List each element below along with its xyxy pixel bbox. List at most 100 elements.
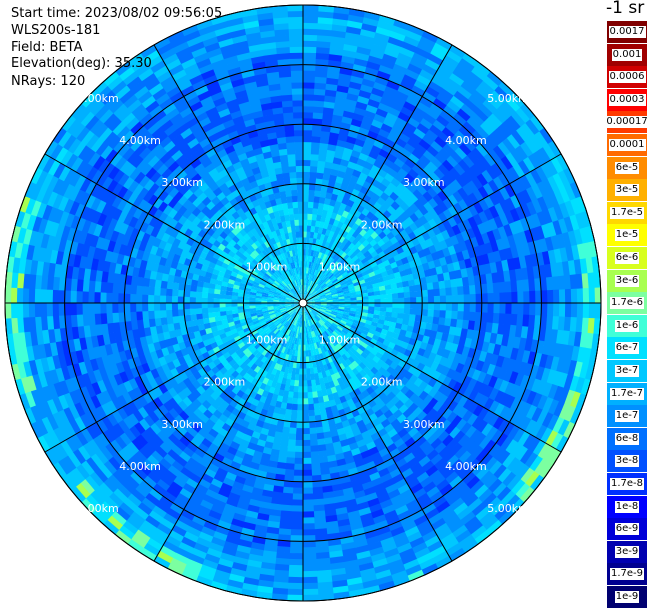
ppi-gate <box>311 457 320 464</box>
ppi-gate <box>397 287 404 293</box>
ppi-gate <box>94 292 101 303</box>
ppi-gate <box>307 374 312 381</box>
ppi-gate <box>505 303 512 314</box>
ppi-gate <box>427 310 434 317</box>
ppi-gate <box>196 313 203 319</box>
ppi-gate <box>286 457 295 464</box>
ppi-gate <box>523 303 530 315</box>
ppi-gate <box>312 130 322 137</box>
ppi-gate <box>410 309 417 316</box>
ppi-gate <box>190 291 197 298</box>
ppi-gate <box>311 469 321 476</box>
ppi-gate <box>311 148 320 155</box>
ppi-gate <box>386 294 393 299</box>
ppi-gate <box>88 291 95 303</box>
ppi-gate <box>303 446 311 453</box>
ppi-gate <box>303 88 315 95</box>
ppi-gate <box>470 303 477 312</box>
ppi-gate <box>452 295 459 303</box>
ppi-gate <box>292 493 303 500</box>
ppi-gate <box>298 398 304 405</box>
ppi-gate <box>445 311 452 319</box>
ppi-gate <box>303 494 314 501</box>
ppi-gate <box>302 589 318 596</box>
ppi-gate <box>385 289 392 294</box>
ppi-gate <box>547 303 554 317</box>
ppi-gate <box>303 11 319 18</box>
ppi-gate <box>303 207 308 214</box>
ppi-gate <box>403 286 410 292</box>
ppi-gate <box>52 289 59 303</box>
ppi-gate <box>76 291 83 303</box>
ppi-gate <box>311 154 319 161</box>
ppi-gate <box>303 76 315 83</box>
ppi-gate <box>289 547 303 554</box>
ppi-gate <box>142 294 149 303</box>
ppi-gate <box>136 294 143 303</box>
ppi-gate <box>303 517 315 524</box>
ppi-gate <box>303 428 310 435</box>
ppi-gate <box>404 292 411 298</box>
ppi-gate <box>565 289 572 304</box>
ppi-gate <box>303 28 318 35</box>
ppi-gate <box>547 290 554 304</box>
ppi-gate <box>428 303 435 310</box>
ppi-gate <box>529 291 536 304</box>
ppi-gate <box>303 571 318 578</box>
ppi-gate <box>58 290 65 303</box>
ppi-gate <box>88 303 95 315</box>
ppi-gate <box>288 433 296 440</box>
ppi-gate <box>303 482 313 489</box>
ppi-gate <box>499 303 506 314</box>
ppi-gate <box>154 310 161 318</box>
ppi-gate <box>294 470 303 477</box>
ppi-gate <box>166 310 173 318</box>
ppi-gate <box>201 303 208 309</box>
ppi-gate <box>207 303 214 308</box>
ppi-gate <box>303 160 311 167</box>
ppi-gate <box>303 488 313 495</box>
ppi-gate <box>303 386 308 393</box>
ppi-gate <box>11 302 18 318</box>
ppi-gate <box>295 446 303 453</box>
ppi-gate <box>303 523 315 530</box>
ppi-gate <box>392 303 399 308</box>
ppi-gate <box>178 309 185 316</box>
ppi-gate <box>434 303 441 311</box>
ppi-gate <box>303 559 317 566</box>
ppi-gate <box>505 292 512 303</box>
ppi-gate <box>201 298 208 304</box>
ppi-gate <box>34 303 41 318</box>
ppi-gate <box>392 308 399 314</box>
ppi-gate <box>589 303 596 319</box>
ppi-gate <box>28 303 35 318</box>
ppi-gate <box>195 297 202 303</box>
ppi-gate <box>294 458 303 465</box>
ppi-gate <box>398 298 405 304</box>
ppi-gate <box>207 298 214 303</box>
ppi-gate <box>482 303 489 313</box>
ppi-gate <box>296 434 304 441</box>
ppi-gate <box>148 311 155 320</box>
ppi-gate <box>511 303 518 315</box>
ppi-gate <box>433 289 440 297</box>
ppi-gate <box>494 293 501 304</box>
ppi-gate <box>142 286 149 295</box>
ppi-gate <box>303 565 318 572</box>
ppi-gate <box>398 303 405 309</box>
ppi-gate <box>154 295 161 303</box>
ppi-gate <box>310 166 318 173</box>
ppi-gate <box>452 303 459 311</box>
ppi-gate <box>154 303 161 311</box>
ppi-gate <box>172 303 179 310</box>
ppi-gate <box>40 289 47 303</box>
ppi-gate <box>439 310 446 318</box>
ppi-gate <box>303 553 317 560</box>
ppi-gate <box>392 298 399 303</box>
ppi-gate <box>289 553 303 560</box>
ppi-gate <box>292 404 298 411</box>
ppi-gate <box>380 294 387 299</box>
ppi-gate <box>363 303 370 307</box>
ppi-gate <box>308 404 314 411</box>
ppi-gate <box>219 298 225 303</box>
